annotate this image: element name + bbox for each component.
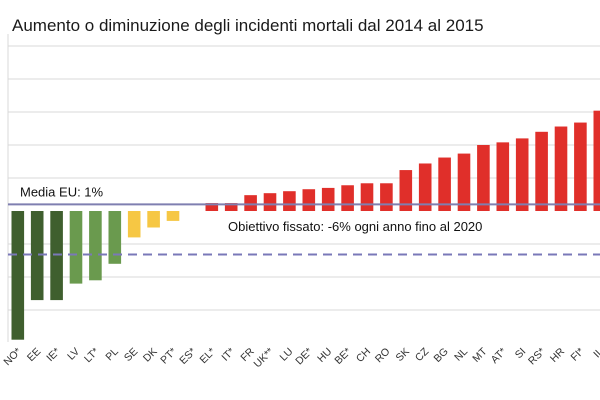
- bar-lu: [283, 191, 296, 211]
- bar-at: [496, 142, 510, 211]
- bar-de: [302, 189, 316, 211]
- x-tick-label: CZ: [413, 345, 432, 364]
- bar-dk: [147, 211, 160, 228]
- bar-nl: [457, 153, 471, 211]
- chart-title: Aumento o diminuzione degli incidenti mo…: [12, 16, 484, 35]
- bar-si: [515, 138, 529, 211]
- bar-no: [11, 211, 25, 340]
- bar-fr: [244, 195, 257, 211]
- bar-uk: [263, 193, 277, 211]
- bar-fi: [574, 122, 587, 211]
- reference-lines: Media EU: 1% Obiettivo fissato: -6% ogni …: [8, 184, 600, 256]
- x-tick-label: EE: [25, 346, 43, 364]
- bar-ch: [360, 183, 374, 211]
- x-tick-label: SE: [122, 346, 140, 364]
- bar-rs: [535, 131, 548, 211]
- x-tick-label: BE*: [332, 346, 353, 367]
- bar-lv: [69, 211, 83, 284]
- x-tick-label: BG: [432, 346, 451, 365]
- bar-ro: [380, 183, 393, 211]
- bar-mt: [477, 145, 490, 211]
- x-tick-label: PT*: [158, 346, 179, 367]
- x-tick-label: LU: [278, 346, 296, 364]
- bar-pl: [108, 211, 122, 264]
- bar-bg: [438, 157, 451, 211]
- bar-ee: [30, 211, 44, 301]
- x-tick-label: IE*: [44, 346, 62, 364]
- x-tick-label: RS*: [526, 346, 548, 368]
- x-tick-label: MT: [470, 345, 490, 365]
- target-label: Obiettivo fissato: -6% ogni anno fino al…: [228, 219, 482, 234]
- x-tick-label: HU: [315, 346, 334, 365]
- x-tick-label: LT*: [82, 346, 101, 365]
- x-tick-label: DK: [141, 346, 160, 365]
- bar-it: [224, 203, 238, 211]
- bar-pt: [166, 211, 180, 221]
- bar-lt: [89, 211, 102, 281]
- bar-el: [205, 203, 219, 211]
- x-tick-label: EL*: [197, 346, 217, 366]
- bar-hr: [554, 126, 568, 211]
- x-tick-label: DE*: [293, 346, 315, 368]
- bar-be: [341, 185, 354, 211]
- bar-cz: [418, 163, 432, 211]
- x-tick-label: HR: [548, 345, 568, 365]
- eu-average-label: Media EU: 1%: [20, 184, 104, 199]
- x-tick-label: IL: [591, 346, 600, 361]
- x-tick-label: UK**: [252, 346, 277, 371]
- x-tick-label: AT*: [489, 346, 509, 366]
- x-tick-label: IT*: [219, 346, 237, 364]
- bar-hu: [321, 187, 335, 211]
- x-tick-label: SK: [394, 346, 412, 364]
- x-tick-label: NL: [452, 346, 470, 364]
- x-tick-label: LV: [65, 346, 82, 363]
- x-tick-label: PL: [103, 346, 121, 364]
- x-tick-label: FI*: [569, 346, 587, 364]
- x-tick-label: RO: [373, 346, 393, 366]
- x-tick-label: NO*: [1, 346, 24, 369]
- bar-sk: [399, 170, 413, 211]
- x-tick-label: CH: [354, 346, 373, 365]
- bar-se: [127, 211, 141, 238]
- bar-il: [593, 110, 600, 211]
- x-tick-label: ES*: [177, 346, 198, 367]
